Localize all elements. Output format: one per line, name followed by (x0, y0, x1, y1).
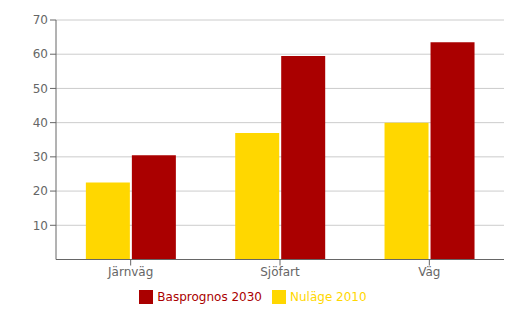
svg-text:Sjöfart: Sjöfart (260, 265, 300, 279)
svg-text:40: 40 (33, 116, 48, 130)
html-text:Nuläge 2010: Nuläge 2010 (290, 289, 367, 304)
svg-text:Väg: Väg (418, 265, 440, 279)
svg-text:50: 50 (33, 82, 48, 96)
svg-text:10: 10 (33, 219, 48, 233)
svg-text:30: 30 (33, 150, 48, 164)
svg-text:Järnväg: Järnväg (107, 265, 153, 279)
svg-text:20: 20 (33, 184, 48, 198)
html-text:Basprognos 2030: Basprognos 2030 (157, 289, 262, 304)
svg-text:70: 70 (33, 13, 48, 27)
svg-text:60: 60 (33, 47, 48, 61)
